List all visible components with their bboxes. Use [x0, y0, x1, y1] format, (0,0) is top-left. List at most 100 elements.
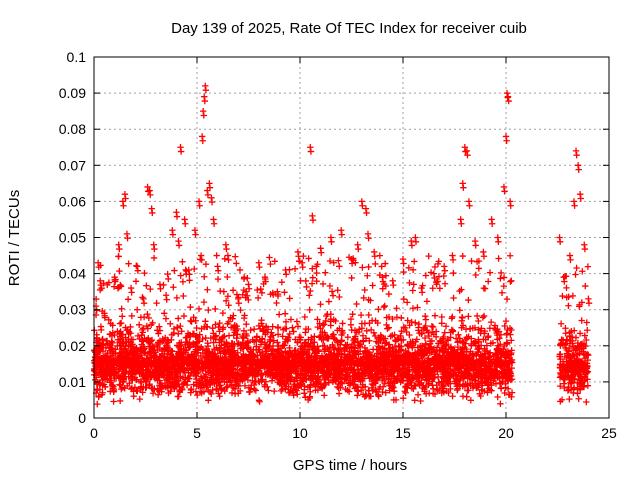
data-point: [557, 382, 564, 390]
data-point: [128, 289, 135, 296]
data-point: [233, 335, 240, 342]
data-point: [414, 372, 422, 380]
data-point: [193, 382, 201, 390]
data-point: [417, 351, 425, 358]
data-point: [581, 245, 589, 253]
data-point: [576, 385, 584, 392]
data-point: [573, 359, 581, 367]
data-point: [308, 280, 316, 287]
data-point: [454, 385, 462, 392]
data-point: [411, 382, 418, 389]
data-point: [331, 335, 339, 343]
data-point: [473, 352, 480, 359]
data-point: [468, 257, 475, 265]
data-point: [236, 378, 244, 385]
data-point: [508, 326, 515, 334]
data-point: [154, 365, 162, 372]
data-point: [145, 314, 153, 322]
data-point: [565, 386, 573, 393]
data-point: [138, 383, 145, 390]
data-point: [405, 264, 413, 272]
data-point: [103, 337, 111, 345]
data-point: [274, 324, 282, 332]
data-point: [244, 376, 252, 384]
data-point: [411, 258, 418, 265]
data-point: [256, 325, 264, 333]
data-point: [361, 344, 369, 352]
data-point: [154, 327, 161, 334]
data-point: [201, 273, 208, 280]
data-point: [420, 360, 428, 367]
data-point: [308, 353, 315, 361]
data-point: [576, 330, 584, 337]
data-point: [306, 292, 313, 299]
data-point: [449, 328, 457, 335]
data-point: [573, 351, 581, 358]
data-point: [219, 361, 226, 368]
data-point: [161, 310, 168, 317]
data-point: [452, 380, 459, 387]
data-point: [458, 220, 465, 227]
data-point: [321, 392, 328, 399]
data-point: [460, 184, 467, 191]
data-point: [175, 242, 183, 249]
data-point: [495, 255, 502, 262]
data-point: [361, 393, 368, 400]
data-point: [170, 368, 178, 375]
data-point: [187, 317, 194, 325]
data-point: [291, 347, 299, 354]
data-point: [369, 387, 376, 394]
data-point: [465, 296, 472, 304]
data-point: [122, 359, 129, 366]
data-point: [418, 330, 425, 338]
data-point: [556, 353, 563, 360]
data-point: [171, 267, 178, 274]
data-point: [125, 260, 132, 267]
data-point: [208, 198, 216, 206]
data-point: [264, 371, 272, 378]
data-point: [371, 352, 378, 360]
data-point: [584, 327, 591, 334]
data-point: [224, 273, 231, 281]
data-point: [314, 386, 322, 394]
data-point: [251, 365, 259, 372]
data-point: [228, 389, 236, 397]
data-point: [508, 347, 515, 354]
data-point: [572, 271, 579, 278]
data-point: [181, 379, 188, 387]
data-point: [505, 97, 512, 105]
data-point: [297, 343, 305, 350]
data-point: [168, 336, 175, 344]
data-point: [479, 352, 486, 359]
data-point: [124, 235, 131, 242]
data-point: [417, 397, 424, 405]
data-point: [224, 343, 231, 350]
data-point: [116, 245, 123, 253]
data-point: [199, 345, 206, 353]
data-point: [229, 287, 237, 294]
data-point: [494, 374, 501, 381]
data-point: [241, 370, 248, 377]
data-point: [362, 347, 369, 355]
data-point: [127, 323, 134, 331]
data-point: [180, 367, 187, 375]
data-point: [348, 360, 355, 367]
data-point: [296, 333, 303, 341]
data-point: [187, 303, 194, 311]
data-point: [147, 348, 154, 355]
data-point: [204, 340, 211, 347]
data-point: [229, 359, 236, 367]
data-point: [94, 400, 101, 408]
data-point: [285, 389, 293, 397]
data-point: [214, 275, 222, 283]
data-point: [567, 256, 574, 264]
data-point: [222, 297, 230, 305]
data-point: [140, 300, 148, 307]
data-point: [229, 324, 237, 331]
data-point: [322, 361, 329, 369]
data-point: [221, 366, 229, 373]
data-point: [139, 326, 146, 334]
data-point: [568, 333, 576, 341]
data-point: [369, 282, 376, 289]
data-point: [283, 325, 290, 332]
